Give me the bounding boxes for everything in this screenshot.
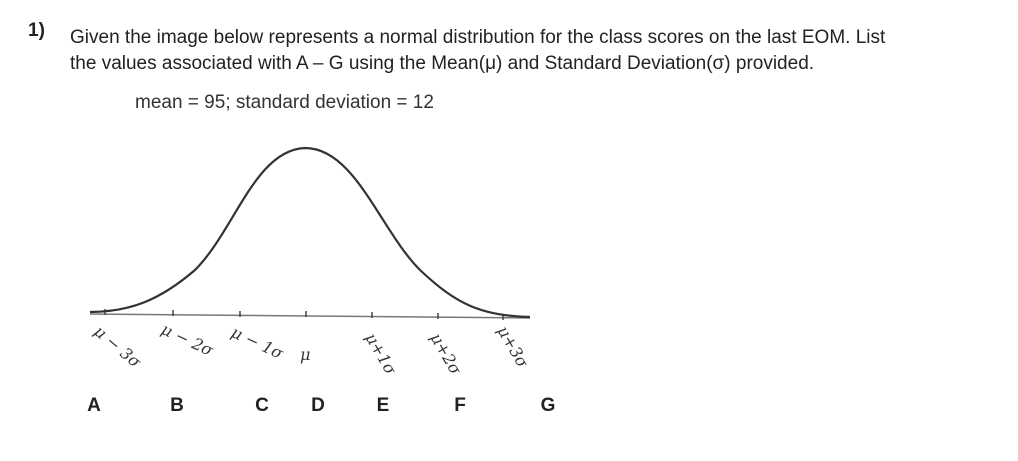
bell-curve bbox=[89, 146, 531, 319]
answer-letter-g: G bbox=[540, 395, 556, 416]
question-line-2: the values associated with A – G using t… bbox=[70, 53, 815, 74]
tick-label: μ+2σ bbox=[427, 330, 466, 379]
tick-label: μ+3σ bbox=[494, 323, 533, 372]
question-text: Given the image below represents a norma… bbox=[70, 25, 990, 77]
tick-label: μ − 3σ bbox=[90, 322, 145, 373]
answer-letter-a: A bbox=[87, 395, 101, 416]
given-values: mean = 95; standard deviation = 12 bbox=[135, 92, 434, 113]
tick-label: μ − 1σ bbox=[228, 322, 287, 363]
question-line-1: Given the image below represents a norma… bbox=[70, 27, 886, 48]
tick-label: μ bbox=[300, 345, 310, 364]
answer-letter-f: F bbox=[454, 395, 466, 416]
answer-letter-d: D bbox=[311, 395, 325, 416]
answer-letter-b: B bbox=[170, 395, 184, 416]
answer-letter-e: E bbox=[376, 395, 390, 416]
answer-letter-c: C bbox=[255, 395, 269, 416]
baseline bbox=[89, 313, 531, 319]
tick-label: μ − 2σ bbox=[158, 319, 217, 360]
question-number: 1) bbox=[28, 20, 45, 41]
tick-label: μ+1σ bbox=[362, 330, 401, 379]
